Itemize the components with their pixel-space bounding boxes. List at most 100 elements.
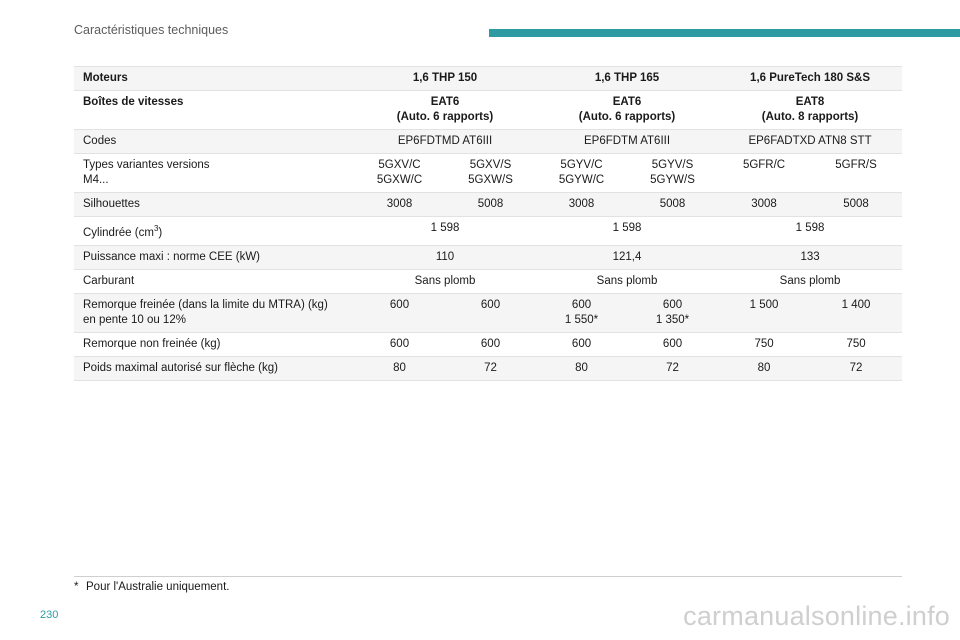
row-label: Remorque non freinée (kg) [74, 331, 354, 357]
footnote-mark: * [74, 581, 79, 593]
row-label: Cylindrée (cm3) [74, 216, 354, 246]
table-cell: 5GYV/S 5GYW/S [627, 153, 719, 193]
cell-line: 1 350* [655, 313, 690, 326]
table-cell: 133 [718, 244, 903, 270]
cell-line: 1 550* [564, 313, 599, 326]
table-cell: 600 [536, 331, 628, 357]
cell-line: 5GXW/C [376, 174, 423, 186]
table-cell: 750 [810, 331, 903, 357]
row-label: Remorque freinée (dans la limite du MTRA… [74, 292, 354, 333]
table-cell: 1 400 [810, 292, 903, 333]
cell-line: 5GXV/S [469, 159, 512, 171]
table-row-nose-weight: Poids maximal autorisé sur flèche (kg) 8… [74, 355, 903, 381]
label-line: M4... [83, 174, 109, 186]
table-cell: EAT6 (Auto. 6 rapports) [354, 90, 537, 130]
table-row-unbraked-trailer: Remorque non freinée (kg) 600 600 600 60… [74, 331, 903, 357]
label-superscript: 3 [153, 224, 159, 233]
table-row-variants: Types variantes versions M4... 5GXV/C 5GXW… [74, 153, 903, 193]
cell-line: EAT6 [612, 96, 642, 108]
cell-line: (Auto. 8 rapports) [761, 111, 859, 123]
table-cell: 1 598 [354, 216, 537, 246]
table-cell: Sans plomb [718, 268, 903, 294]
table-cell: Sans plomb [354, 268, 537, 294]
footnote-divider [74, 576, 902, 577]
table-row-power: Puissance maxi : norme CEE (kW) 110 121,… [74, 244, 903, 270]
cell-line: (Auto. 6 rapports) [578, 111, 676, 123]
row-label: Moteurs [74, 66, 354, 91]
table-cell: Sans plomb [536, 268, 719, 294]
table-cell: 72 [445, 355, 537, 381]
table-cell: 3008 [354, 192, 445, 217]
table-cell: 5GXV/C 5GXW/C [354, 153, 445, 193]
watermark: carmanualsonline.info [683, 601, 950, 631]
table-cell: 5GFR/S [810, 153, 903, 193]
cell-line: 5GXV/C [378, 159, 421, 171]
table-cell: 5GFR/C [718, 153, 811, 193]
table-cell: 5008 [445, 192, 537, 217]
table-cell: 72 [810, 355, 903, 381]
page-number: 230 [40, 609, 59, 621]
table-row-engines: Moteurs 1,6 THP 150 1,6 THP 165 1,6 Pure… [74, 66, 903, 91]
cell-line: 5GYW/S [650, 174, 695, 186]
table-cell: 5GYV/C 5GYW/C [536, 153, 628, 193]
table-cell: 600 [354, 331, 445, 357]
label-line: en pente 10 ou 12% [83, 313, 186, 326]
table-cell: 5008 [810, 192, 903, 217]
table-cell: 600 [354, 292, 445, 333]
cell-line: 5GYV/C [560, 159, 603, 171]
row-label: Types variantes versions M4... [74, 153, 354, 193]
specifications-table: Moteurs 1,6 THP 150 1,6 THP 165 1,6 Pure… [74, 66, 903, 381]
cell-line: 5GXW/S [468, 174, 513, 186]
cell-line: EAT6 [430, 96, 460, 108]
cell-line: 5GYV/S [651, 159, 694, 171]
table-cell: 80 [536, 355, 628, 381]
table-cell: 110 [354, 244, 537, 270]
cell-line: (Auto. 6 rapports) [396, 111, 494, 123]
table-cell: 600 1 350* [627, 292, 719, 333]
row-label: Puissance maxi : norme CEE (kW) [74, 244, 354, 270]
cell-line: EAT8 [795, 96, 825, 108]
table-cell: 600 [627, 331, 719, 357]
table-row-fuel: Carburant Sans plomb Sans plomb Sans plo… [74, 268, 903, 294]
table-cell: EP6FDTM AT6III [536, 129, 719, 154]
table-cell: 3008 [718, 192, 811, 217]
table-row-codes: Codes EP6FDTMD AT6III EP6FDTM AT6III EP6… [74, 129, 903, 154]
header-accent-bar [489, 29, 960, 37]
footnote-text: Pour l'Australie uniquement. [86, 581, 230, 593]
table-cell: EAT8 (Auto. 8 rapports) [718, 90, 903, 130]
label-line: Remorque freinée (dans la limite du MTRA… [83, 298, 328, 311]
table-cell: 1 598 [718, 216, 903, 246]
table-cell: EAT6 (Auto. 6 rapports) [536, 90, 719, 130]
table-cell: 1,6 PureTech 180 S&S [718, 66, 903, 91]
label-text-end: ) [158, 226, 163, 239]
row-label: Carburant [74, 268, 354, 294]
table-row-braked-trailer: Remorque freinée (dans la limite du MTRA… [74, 292, 903, 333]
table-cell: 80 [718, 355, 811, 381]
table-cell: 3008 [536, 192, 628, 217]
row-label: Poids maximal autorisé sur flèche (kg) [74, 355, 354, 381]
table-cell: 5GXV/S 5GXW/S [445, 153, 537, 193]
cell-line: 5GYW/C [558, 174, 605, 186]
table-cell: 600 1 550* [536, 292, 628, 333]
table-cell: EP6FADTXD ATN8 STT [718, 129, 903, 154]
table-cell: 121,4 [536, 244, 719, 270]
footnote: * Pour l'Australie uniquement. [74, 581, 229, 593]
table-cell: 80 [354, 355, 445, 381]
table-cell: 1 598 [536, 216, 719, 246]
table-row-bodies: Silhouettes 3008 5008 3008 5008 3008 500… [74, 192, 903, 217]
table-row-displacement: Cylindrée (cm3) 1 598 1 598 1 598 [74, 216, 903, 246]
row-label: Codes [74, 129, 354, 154]
table-cell: 5008 [627, 192, 719, 217]
table-cell: 1,6 THP 150 [354, 66, 537, 91]
table-cell: 600 [445, 331, 537, 357]
table-cell: 1 500 [718, 292, 811, 333]
table-cell: 600 [445, 292, 537, 333]
row-label: Boîtes de vitesses [74, 90, 354, 130]
label-line: Types variantes versions [83, 159, 210, 171]
table-cell: 72 [627, 355, 719, 381]
row-label: Silhouettes [74, 192, 354, 217]
table-cell: 1,6 THP 165 [536, 66, 719, 91]
table-row-gearboxes: Boîtes de vitesses EAT6 (Auto. 6 rapports… [74, 90, 903, 130]
table-cell: EP6FDTMD AT6III [354, 129, 537, 154]
cell-line: 600 [571, 298, 592, 311]
